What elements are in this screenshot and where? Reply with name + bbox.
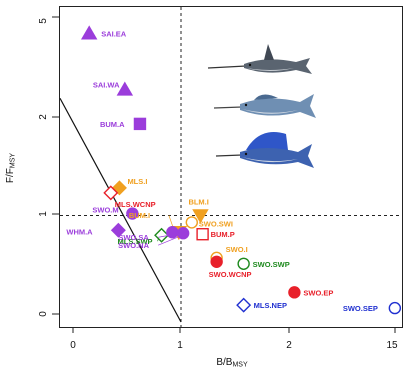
y-tick-label: 2: [38, 114, 49, 120]
x-axis-title: B/BMSY: [216, 357, 248, 369]
point-mls-nep: [236, 297, 252, 313]
y-tick-label: 5: [38, 18, 49, 24]
point-label: SWO.SA: [118, 233, 149, 242]
point-bum-a: [133, 117, 147, 131]
x-axis: 0 1 2 15: [70, 327, 398, 351]
point-label: BUM.P: [211, 230, 235, 239]
point-blm-i: [192, 209, 209, 224]
point-swo-sa: [166, 226, 179, 239]
x-tick-label: 1: [177, 340, 183, 351]
point-label: SAI.EA: [101, 29, 127, 38]
leader-line: [157, 238, 159, 242]
point-label: WHM.A: [66, 227, 93, 236]
x-tick-label: 15: [386, 340, 398, 351]
fish-illustrations: [207, 44, 316, 168]
limit-reference-line: [59, 97, 182, 323]
point-label: MLS.NEP: [254, 301, 287, 310]
point-label: BLM.I: [188, 198, 208, 207]
leader-line: [158, 234, 170, 238]
x-tick-label: 0: [70, 340, 76, 351]
point-swo-swi: [185, 216, 199, 229]
point-label: SWO.SEP: [343, 304, 378, 313]
point-label: SWO.SWP: [253, 260, 290, 269]
y-axis: 0 1 2 5: [38, 16, 59, 317]
point-label: SWO.I: [226, 245, 248, 254]
point-sai-wa: [116, 81, 134, 96]
point-swo-swp: [237, 257, 250, 270]
point-label: SWO.NA: [118, 241, 149, 250]
point-swo-sep: [388, 301, 402, 315]
swordfish-image: [207, 44, 312, 74]
y-axis-title: F/FMSY: [5, 153, 17, 184]
point-sai-ea: [80, 25, 98, 40]
point-label: SWO.M: [92, 206, 118, 215]
sailfish-image: [215, 132, 314, 168]
point-label: SWO.SWI: [199, 219, 233, 228]
x-tick-label: 2: [286, 340, 292, 351]
point-label: SWO.WCNP: [209, 270, 252, 279]
point-label: BUM.I: [129, 211, 150, 220]
point-swo-m: [126, 207, 139, 220]
y-tick-label: 1: [38, 211, 49, 217]
point-label: MLS.SWP: [118, 237, 153, 246]
point-label: MLS.WCNP: [115, 200, 156, 209]
point-mls-swp: [154, 227, 170, 243]
leader-line: [158, 235, 181, 246]
point-swo-na: [176, 227, 190, 240]
point-mls-wcnp: [103, 185, 119, 201]
point-swo-ep: [288, 286, 301, 299]
point-whm-a: [110, 222, 126, 238]
marlin-image: [213, 94, 316, 118]
y-tick-label: 0: [38, 311, 49, 317]
point-label: SAI.WA: [93, 80, 120, 89]
point-label: MLS.I: [127, 177, 147, 186]
point-label: BUM.A: [100, 120, 125, 129]
point-bum-p: [196, 228, 209, 241]
point-swo-wcnp: [210, 255, 223, 268]
point-label: SWO.EP: [303, 288, 333, 297]
